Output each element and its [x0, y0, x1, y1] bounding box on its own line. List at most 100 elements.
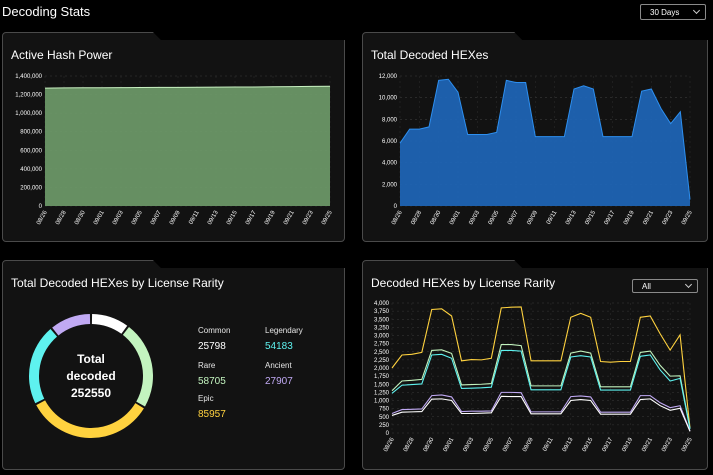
- rarity-ytick-label: 3,000: [374, 334, 390, 340]
- hash-xtick-label: 09/19: [264, 209, 277, 226]
- total-xtick-label: 09/21: [642, 209, 655, 226]
- hash-xtick-label: 08/26: [36, 209, 49, 226]
- hash-xtick-label: 09/09: [169, 209, 182, 226]
- rarity-ytick-label: 2,250: [374, 358, 390, 364]
- hash-power-line: [44, 85, 331, 89]
- donut-slice-rare: [122, 326, 153, 407]
- total-xtick-label: 09/17: [604, 209, 617, 226]
- date-range-value: 30 Days: [650, 7, 680, 17]
- legend-ancient: Ancient 27907: [265, 361, 293, 387]
- total-xtick-label: 08/28: [410, 209, 423, 226]
- hash-ytick-label: 600,000: [20, 148, 42, 154]
- rarity-ytick-label: 0: [386, 431, 390, 437]
- legend-ancient-label: Ancient: [265, 361, 292, 370]
- legend-legendary: Legendary 54183: [265, 326, 303, 352]
- hash-xtick-label: 09/01: [93, 209, 106, 226]
- legend-common-label: Common: [198, 326, 231, 335]
- total-decoded-line: [399, 78, 691, 200]
- hash-xtick-label: 09/15: [226, 209, 239, 226]
- hash-ytick-label: 200,000: [20, 185, 42, 191]
- rarity-ytick-label: 1,750: [374, 374, 390, 380]
- rarity-line-legendary: [391, 349, 691, 430]
- total-xtick-label: 08/26: [391, 209, 404, 226]
- donut-slice-common: [91, 314, 128, 334]
- rarity-ytick-label: 1,500: [374, 382, 390, 388]
- rarity-line-ancient: [391, 391, 691, 432]
- hash-xtick-label: 09/11: [188, 209, 201, 225]
- total-decoded-title: Total Decoded HEXes: [371, 48, 489, 62]
- hash-ytick-label: 800,000: [20, 130, 42, 136]
- hash-ytick-label: 1,200,000: [15, 93, 42, 99]
- rarity-totals-panel: [2, 260, 345, 470]
- hash-xtick-label: 09/13: [207, 209, 220, 226]
- legend-legendary-label: Legendary: [265, 326, 303, 335]
- hash-xtick-label: 09/25: [321, 209, 334, 226]
- rarity-xtick-label: 09/01: [443, 436, 456, 453]
- total-xtick-label: 08/30: [430, 209, 443, 226]
- hash-power-area: [45, 86, 330, 206]
- total-ytick-label: 2,000: [382, 182, 398, 188]
- hash-ytick-label: 0: [39, 204, 43, 210]
- donut-slice-epic: [36, 400, 144, 438]
- legend-rare-value: 58705: [198, 376, 226, 387]
- legend-epic: Epic 85957: [198, 394, 226, 420]
- rarity-xtick-label: 09/09: [522, 436, 535, 453]
- rarity-ytick-label: 2,000: [374, 366, 390, 372]
- total-xtick-label: 09/07: [507, 209, 520, 226]
- hash-xtick-label: 09/05: [131, 209, 144, 226]
- rarity-xtick-label: 09/17: [602, 436, 615, 453]
- donut-center-line2: decoded: [66, 369, 116, 383]
- page-title: Decoding Stats: [2, 4, 91, 19]
- rarity-xtick-label: 09/03: [462, 436, 475, 453]
- hash-xtick-label: 08/28: [55, 209, 68, 226]
- rarity-ytick-label: 750: [379, 407, 390, 413]
- total-ytick-label: 4,000: [382, 161, 398, 167]
- hash-power-chart: 0 200,000 400,000 600,000 800,000 1,000,000 1,…: [15, 74, 334, 226]
- total-ytick-label: 8,000: [382, 117, 398, 123]
- rarity-filter-value: All: [642, 281, 651, 291]
- legend-ancient-value: 27907: [265, 376, 293, 387]
- rarity-ytick-label: 250: [379, 423, 390, 429]
- donut-slice-ancient: [52, 314, 91, 336]
- rarity-filter-select[interactable]: All: [632, 279, 698, 293]
- total-xtick-label: 09/19: [623, 209, 636, 226]
- rarity-xtick-label: 08/26: [383, 436, 396, 453]
- chevron-down-icon: [692, 6, 701, 15]
- rarity-xtick-label: 09/07: [502, 436, 515, 453]
- hash-xtick-label: 08/30: [74, 209, 87, 226]
- total-ytick-label: 10,000: [379, 96, 398, 102]
- rarity-totals-title: Total Decoded HEXes by License Rarity: [11, 276, 224, 290]
- rarity-ytick-label: 500: [379, 415, 390, 421]
- total-xtick-label: 09/09: [526, 209, 539, 226]
- legend-common-value: 25798: [198, 341, 226, 352]
- hash-ytick-label: 1,400,000: [15, 74, 42, 80]
- hash-power-title: Active Hash Power: [11, 48, 113, 62]
- legend-legendary-value: 54183: [265, 341, 293, 352]
- total-xtick-label: 09/01: [449, 209, 462, 226]
- donut-center-line1: Total: [77, 352, 105, 366]
- legend-epic-label: Epic: [198, 394, 214, 403]
- hash-xtick-label: 09/21: [283, 209, 296, 226]
- date-range-select[interactable]: 30 Days: [640, 4, 706, 20]
- legend-rare-label: Rare: [198, 361, 216, 370]
- hash-xtick-label: 09/17: [245, 209, 258, 226]
- hash-ytick-label: 1,000,000: [15, 111, 42, 117]
- total-xtick-label: 09/23: [662, 209, 675, 226]
- rarity-ytick-label: 2,750: [374, 342, 390, 348]
- rarity-ytick-label: 3,500: [374, 317, 390, 323]
- rarity-series-title: Decoded HEXes by License Rarity: [371, 276, 556, 290]
- rarity-ytick-label: 1,250: [374, 390, 390, 396]
- hash-ytick-label: 400,000: [20, 167, 42, 173]
- rarity-xtick-label: 09/21: [641, 436, 654, 453]
- rarity-xtick-label: 09/11: [542, 436, 555, 452]
- donut-center-value: 252550: [70, 386, 112, 400]
- legend-rare: Rare 58705: [198, 361, 226, 387]
- rarity-line-common: [391, 395, 691, 432]
- total-xtick-label: 09/15: [584, 209, 597, 226]
- rarity-xtick-label: 09/15: [582, 436, 595, 453]
- rarity-line-epic: [391, 306, 691, 429]
- chevron-down-icon: [684, 280, 693, 289]
- total-ytick-label: 0: [394, 204, 398, 210]
- total-xtick-label: 09/03: [468, 209, 481, 226]
- donut-slice-legendary: [29, 329, 58, 404]
